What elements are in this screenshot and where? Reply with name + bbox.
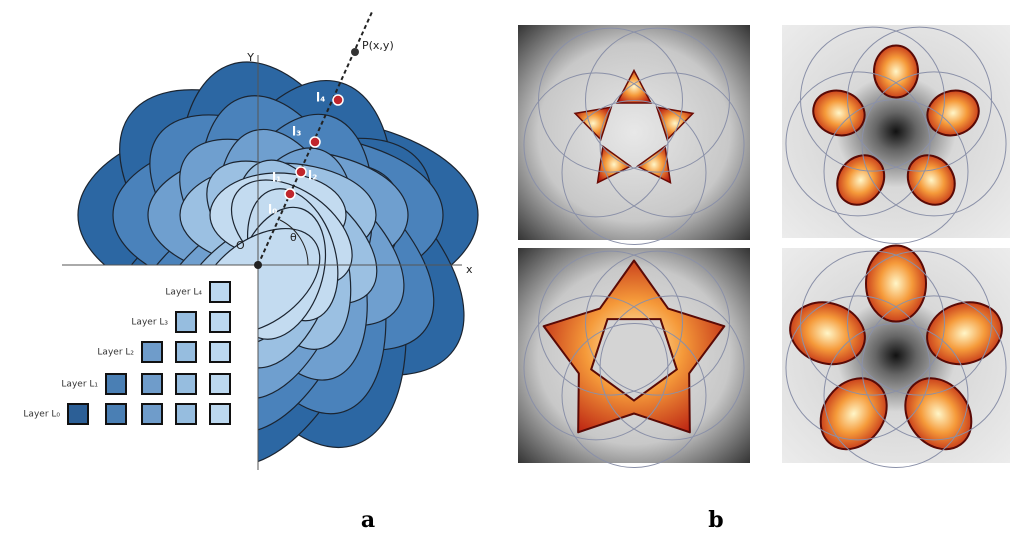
- figure: Yx Oθ P(x,y) l₄ l₃ l₂ l₁ l₀ Layer L₄ Layer L₃ Laye…: [0, 0, 1010, 536]
- layer-swatch: [142, 404, 162, 424]
- panel-a: Yx Oθ P(x,y) l₄ l₃ l₂ l₁ l₀ Layer L₄ Layer L₃ Laye…: [0, 12, 512, 505]
- ray-point: [333, 95, 343, 105]
- panel-b: [518, 25, 1010, 468]
- layer-swatch: [210, 342, 230, 362]
- layer-swatch: [210, 282, 230, 302]
- caption: b: [708, 507, 723, 533]
- petal: [874, 46, 918, 98]
- origin-label: O: [236, 239, 245, 252]
- angle-label: θ: [290, 231, 297, 244]
- axis-label: Y: [246, 51, 254, 64]
- layer-label: Layer L₀: [23, 410, 60, 420]
- layer-label: Layer L₃: [131, 318, 168, 328]
- layer-swatch: [106, 404, 126, 424]
- origin-point: [254, 261, 262, 269]
- layer-swatch: [176, 404, 196, 424]
- layer-swatch: [106, 374, 126, 394]
- ray-label: l₄: [316, 91, 325, 105]
- p-point: [351, 48, 359, 56]
- ray-label: l₁: [272, 171, 281, 185]
- ray-point: [285, 189, 295, 199]
- caption: a: [361, 507, 375, 533]
- ray-label: l₀: [268, 203, 277, 217]
- layer-swatch: [176, 342, 196, 362]
- ray-label: l₃: [292, 125, 301, 139]
- layer-swatch: [142, 342, 162, 362]
- ray-point: [296, 167, 306, 177]
- layer-swatch: [142, 374, 162, 394]
- ray-point: [310, 137, 320, 147]
- layer-swatch: [176, 312, 196, 332]
- axis-label: x: [466, 263, 473, 276]
- point-label: P(x,y): [362, 39, 394, 52]
- layer-swatch: [176, 374, 196, 394]
- layer-label: Layer L₁: [61, 380, 98, 390]
- layer-swatch: [210, 404, 230, 424]
- layer-swatch: [210, 374, 230, 394]
- petal: [866, 246, 926, 322]
- ray-label: l₂: [308, 169, 317, 183]
- layer-label: Layer L₂: [97, 348, 134, 358]
- layer-swatch: [210, 312, 230, 332]
- layer-swatch: [68, 404, 88, 424]
- layer-label: Layer L₄: [165, 288, 202, 298]
